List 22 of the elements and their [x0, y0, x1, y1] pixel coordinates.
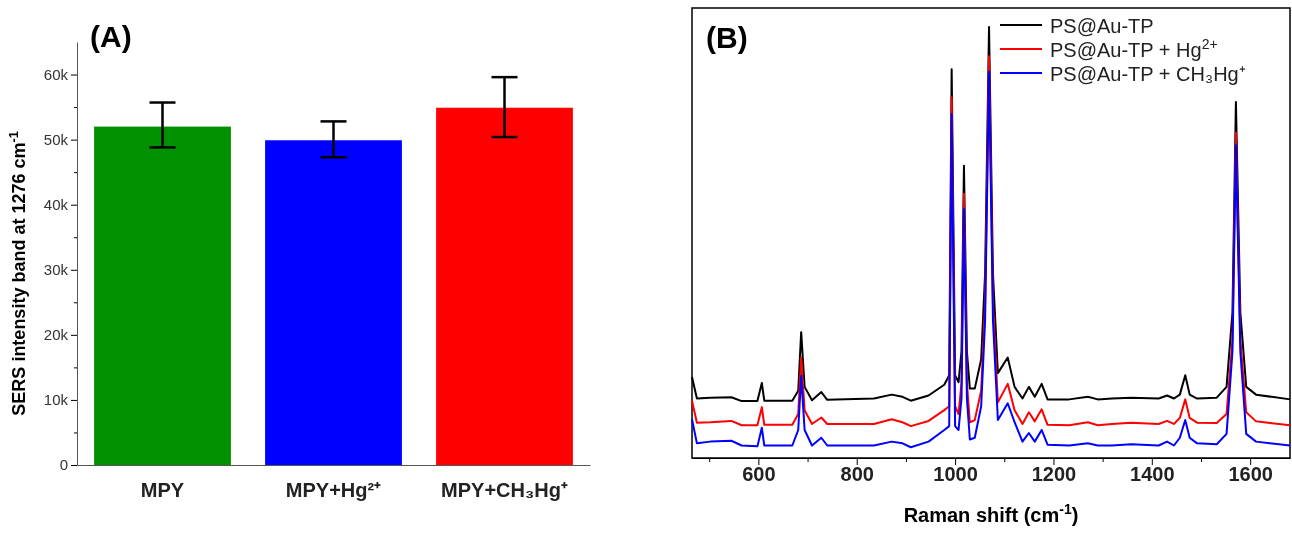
- x-tick-label: 1400: [1130, 463, 1175, 486]
- x-tick-label: 600: [742, 463, 776, 486]
- x-tick-label: 800: [840, 463, 874, 486]
- x-tick-label: MPY+CH₃Hg⁺: [441, 479, 568, 502]
- chart-title: (B): [706, 21, 748, 54]
- chart-title: (A): [90, 20, 132, 53]
- x-tick-label: 1600: [1228, 463, 1273, 486]
- x-tick-label: MPY+Hg²⁺: [285, 479, 382, 502]
- legend-label: PS@Au-TP + Hg$^{2+}$: [1050, 36, 1218, 61]
- x-tick-label: 1000: [933, 463, 978, 486]
- y-tick-label: 0: [59, 456, 68, 474]
- x-axis-title: Raman shift (cm$^{-1}$): [903, 501, 1079, 526]
- x-tick-label: MPY: [140, 479, 185, 502]
- y-tick-label: 50k: [43, 130, 69, 148]
- y-tick-label: 60k: [43, 65, 69, 83]
- y-tick-label: 20k: [43, 326, 69, 344]
- legend-label: PS@Au-TP: [1050, 15, 1154, 37]
- y-tick-label: 40k: [43, 195, 69, 213]
- y-tick-label: 10k: [43, 391, 69, 409]
- legend-label: PS@Au-TP + CH₃Hg⁺: [1050, 63, 1246, 85]
- y-tick-label: 30k: [43, 261, 69, 279]
- x-tick-label: 1200: [1031, 463, 1077, 486]
